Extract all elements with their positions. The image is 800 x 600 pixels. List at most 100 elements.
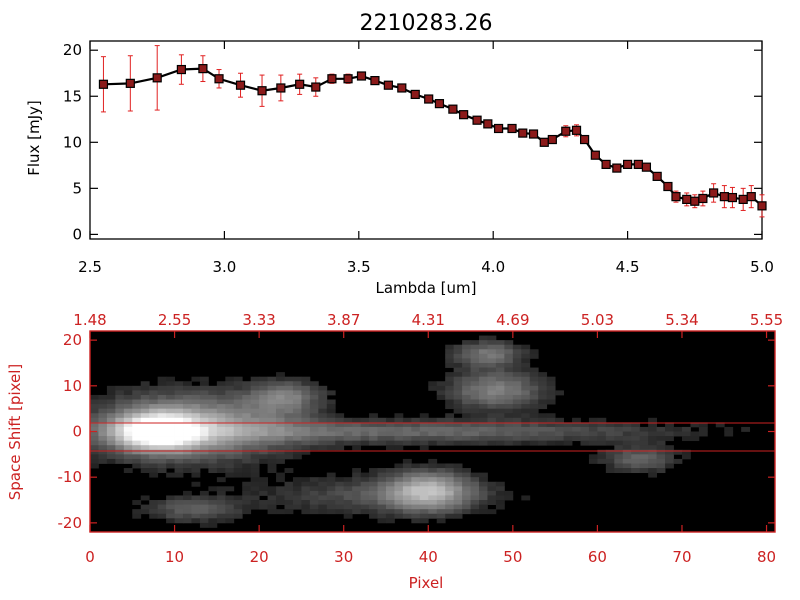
flux-data-point — [571, 125, 582, 135]
flux-data-point — [579, 134, 590, 145]
lambda-x-tick-label: 3.5 — [347, 258, 371, 276]
lambda-x-axis-label: Lambda [um] — [376, 279, 477, 297]
wavelength-tick-label: 5.55 — [750, 311, 783, 329]
flux-data-point — [125, 78, 135, 88]
space-shift-tick-label: 10 — [63, 377, 82, 395]
flux-data-point — [327, 74, 337, 84]
wavelength-tick-label: 4.31 — [412, 311, 445, 329]
flux-data-point — [276, 83, 286, 93]
flux-series-line — [103, 67, 763, 207]
flux-data-point — [424, 94, 434, 104]
flux-y-tick-label: 15 — [63, 87, 82, 105]
pixel-tick-label: 70 — [672, 548, 691, 566]
lambda-x-ticks: 2.5 3.0 3.5 4.0 4.5 5.0 — [78, 41, 774, 276]
flux-data-point — [295, 79, 305, 89]
flux-data-point — [448, 104, 458, 114]
pixel-tick-label: 30 — [334, 548, 353, 566]
wavelength-tick-label: 1.48 — [73, 311, 106, 329]
flux-data-point — [641, 162, 652, 172]
flux-data-point — [410, 89, 420, 100]
pixel-x-ticks: 0 10 20 30 40 50 60 70 80 — [85, 525, 776, 566]
wavelength-tick-label: 3.33 — [242, 311, 275, 329]
pixel-tick-label: 40 — [419, 548, 438, 566]
flux-data-point — [507, 123, 517, 134]
flux-y-tick-label: 0 — [72, 225, 82, 243]
flux-data-point — [176, 64, 186, 75]
flux-data-point — [311, 82, 321, 92]
flux-data-point — [383, 80, 393, 90]
space-shift-y-ticks: -20 -10 0 10 20 — [58, 331, 775, 532]
space-shift-tick-label: -20 — [58, 514, 83, 532]
flux-data-point — [727, 192, 738, 203]
flux-y-ticks: 0 5 10 15 20 — [63, 41, 762, 243]
wavelength-tick-label: 3.87 — [327, 311, 360, 329]
wavelength-top-ticks: 1.48 2.55 3.33 3.87 4.31 4.69 5.03 5.34 5.55 — [73, 311, 783, 338]
flux-data-point — [257, 86, 267, 96]
flux-data-point — [622, 159, 633, 170]
lambda-x-tick-label: 3.0 — [212, 258, 236, 276]
flux-data-point — [472, 115, 482, 125]
flux-data-point — [590, 150, 600, 160]
flux-data-point — [198, 64, 208, 74]
pixel-tick-label: 10 — [165, 548, 184, 566]
flux-data-point — [152, 73, 162, 83]
flux-data-point — [356, 71, 367, 81]
lambda-x-tick-label: 5.0 — [750, 258, 774, 276]
pixel-tick-label: 0 — [85, 548, 95, 566]
space-shift-tick-label: 20 — [63, 331, 82, 349]
flux-y-tick-label: 10 — [63, 133, 82, 151]
flux-data-point — [483, 119, 493, 129]
flux-data-point — [682, 194, 692, 204]
flux-data-point — [601, 159, 611, 170]
wavelength-tick-label: 4.69 — [496, 311, 529, 329]
flux-data-point — [652, 171, 662, 181]
flux-data-point — [612, 163, 622, 173]
flux-data-point — [539, 137, 549, 147]
flux-data-point — [561, 126, 571, 136]
flux-data-point — [370, 75, 380, 86]
flux-data-point — [690, 196, 700, 206]
flux-markers — [98, 64, 767, 211]
pixel-tick-label: 60 — [588, 548, 607, 566]
flux-data-point — [434, 99, 445, 109]
heatmap-cells — [90, 335, 751, 528]
space-shift-y-axis-label: Space Shift [pixel] — [6, 364, 24, 501]
flux-y-axis-label: Flux [mJy] — [25, 100, 43, 176]
pixel-tick-label: 50 — [503, 548, 522, 566]
flux-data-point — [528, 129, 539, 139]
chart-title: 2210283.26 — [360, 11, 493, 36]
flux-data-point — [459, 110, 469, 120]
flux-plot-frame — [89, 40, 763, 240]
flux-data-point — [671, 192, 681, 202]
flux-data-point — [698, 193, 708, 204]
pixel-tick-label: 80 — [757, 548, 776, 566]
flux-data-point — [757, 201, 767, 211]
flux-data-point — [518, 128, 528, 138]
wavelength-tick-label: 2.55 — [158, 311, 191, 329]
flux-data-point — [493, 123, 504, 134]
flux-y-tick-label: 20 — [63, 41, 82, 59]
flux-data-point — [343, 74, 353, 84]
flux-data-point — [663, 181, 673, 192]
lambda-x-tick-label: 4.5 — [616, 258, 640, 276]
wavelength-tick-label: 5.34 — [665, 311, 698, 329]
flux-data-point — [214, 74, 224, 84]
space-shift-tick-label: 0 — [72, 423, 82, 441]
flux-data-point — [98, 79, 109, 89]
flux-spectrum-plot: 2210283.26 0 5 10 15 20 2.5 3.0 3.5 4.0 4.5 5.0 F… — [25, 11, 774, 297]
space-shift-tick-label: -10 — [58, 468, 83, 486]
flux-y-tick-label: 5 — [72, 179, 82, 197]
pixel-tick-label: 20 — [250, 548, 269, 566]
spectral-image-plot: -20 -10 0 10 20 0 10 20 30 40 50 60 70 80 1.48 2.55 3.… — [6, 311, 783, 592]
flux-data-point — [633, 159, 643, 170]
flux-data-point — [709, 188, 719, 198]
flux-data-point — [719, 192, 729, 202]
wavelength-tick-label: 5.03 — [581, 311, 614, 329]
flux-data-point — [397, 83, 407, 93]
flux-data-point — [746, 192, 756, 202]
lambda-x-tick-label: 4.0 — [481, 258, 505, 276]
spectral-image-heatmap — [90, 331, 775, 532]
flux-data-point — [235, 80, 246, 90]
flux-data-point — [738, 194, 748, 204]
